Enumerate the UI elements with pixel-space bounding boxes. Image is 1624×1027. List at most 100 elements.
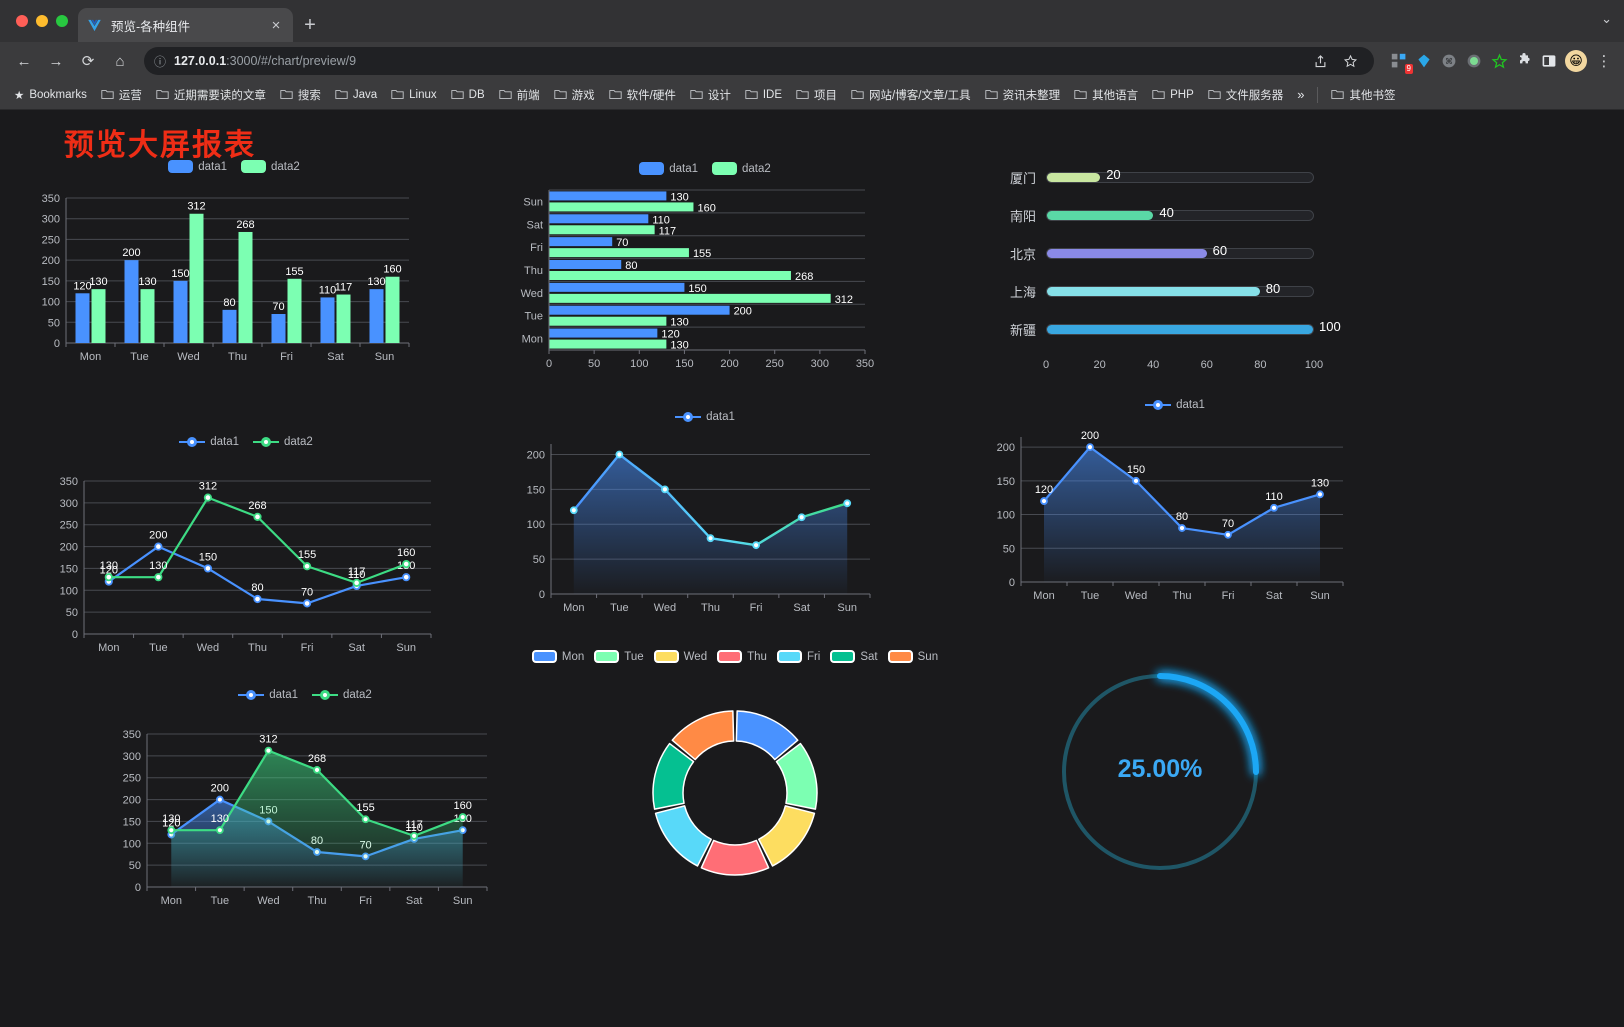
pie-slice-thu[interactable] bbox=[700, 839, 770, 876]
pie-slice-sat[interactable] bbox=[652, 742, 695, 810]
bookmarks-overflow-button[interactable]: » bbox=[1297, 87, 1305, 102]
chart-text: Fri bbox=[750, 602, 763, 614]
pie-slice-wed[interactable] bbox=[758, 805, 816, 867]
progress-track[interactable]: 60 bbox=[1046, 243, 1314, 259]
chart-text: 100 bbox=[123, 838, 141, 850]
bookmark-folder-16[interactable]: 文件服务器 bbox=[1202, 84, 1290, 106]
data-point bbox=[154, 573, 163, 582]
bookmark-folder-15[interactable]: PHP bbox=[1146, 86, 1200, 104]
bookmark-folder-9[interactable]: 设计 bbox=[684, 84, 737, 106]
legend-item-data2[interactable]: data2 bbox=[312, 688, 372, 702]
share-icon[interactable] bbox=[1306, 47, 1334, 75]
bookmark-folder-6[interactable]: 前端 bbox=[493, 84, 546, 106]
progress-track[interactable]: 40 bbox=[1046, 205, 1314, 221]
star-outline-green-icon[interactable] bbox=[1490, 52, 1508, 70]
home-button[interactable]: ⌂ bbox=[115, 52, 125, 70]
avatar[interactable]: 😀 bbox=[1565, 50, 1587, 72]
bookmark-folder-1[interactable]: 近期需要读的文章 bbox=[150, 84, 272, 106]
legend-swatch-icon bbox=[241, 160, 266, 173]
legend-item-data1[interactable]: data1 bbox=[675, 410, 735, 424]
close-tab-icon[interactable]: × bbox=[271, 16, 281, 34]
bookmark-folder-8[interactable]: 软件/硬件 bbox=[603, 84, 682, 106]
legend-item-wed[interactable]: Wed bbox=[653, 650, 707, 663]
bookmark-folder-10[interactable]: IDE bbox=[739, 86, 788, 104]
forward-button[interactable]: → bbox=[48, 52, 64, 70]
legend-item-data2[interactable]: data2 bbox=[253, 435, 313, 449]
progress-track[interactable]: 100 bbox=[1046, 319, 1341, 335]
legend-item-thu[interactable]: Thu bbox=[717, 650, 767, 663]
maximize-window-button[interactable] bbox=[56, 15, 68, 27]
command-icon[interactable]: ⌘ bbox=[1440, 52, 1458, 70]
data-point bbox=[410, 831, 419, 840]
address-bar[interactable]: ⓘ 127.0.0.1:3000/#/chart/preview/9 bbox=[144, 47, 1374, 75]
bookmark-folder-5[interactable]: DB bbox=[445, 86, 491, 104]
progress-value: 20 bbox=[1106, 166, 1121, 182]
pie-slice-mon[interactable] bbox=[735, 710, 799, 761]
divider bbox=[1317, 86, 1319, 103]
data-point bbox=[1316, 490, 1324, 499]
chart-text: 200 bbox=[734, 306, 752, 318]
pie-slice-sun[interactable] bbox=[671, 710, 735, 761]
progress-track[interactable]: 20 bbox=[1046, 167, 1314, 183]
diamond-icon[interactable] bbox=[1415, 52, 1433, 70]
sidepanel-icon[interactable] bbox=[1540, 52, 1558, 70]
chart-text: 117 bbox=[659, 225, 677, 237]
bookmark-folder-2[interactable]: 搜索 bbox=[274, 84, 327, 106]
chart-text: 200 bbox=[527, 449, 545, 461]
chart-text: 130 bbox=[149, 560, 167, 572]
progress-track[interactable]: 80 bbox=[1046, 281, 1314, 297]
chart-text: Sun bbox=[396, 642, 416, 654]
legend-item-mon[interactable]: Mon bbox=[531, 650, 584, 663]
bookmark-folder-11[interactable]: 项目 bbox=[790, 84, 843, 106]
star-icon[interactable] bbox=[1336, 47, 1364, 75]
chart-text: 80 bbox=[1254, 359, 1266, 371]
legend-item-data1[interactable]: data1 bbox=[1145, 398, 1205, 412]
bookmark-folder-14[interactable]: 其他语言 bbox=[1068, 84, 1144, 106]
legend-item-fri[interactable]: Fri bbox=[776, 650, 820, 663]
legend-item-data1[interactable]: data1 bbox=[168, 160, 227, 173]
circle-green-icon[interactable] bbox=[1465, 52, 1483, 70]
minimize-window-button[interactable] bbox=[36, 15, 48, 27]
bookmark-label: 软件/硬件 bbox=[626, 89, 676, 102]
legend-item-data1[interactable]: data1 bbox=[639, 162, 698, 175]
legend-label: data1 bbox=[669, 162, 698, 175]
progress-label: 北京 bbox=[1009, 246, 1036, 262]
legend-label: Sat bbox=[860, 650, 878, 663]
new-tab-button[interactable]: + bbox=[304, 14, 316, 36]
other-bookmarks-folder[interactable]: 其他书签 bbox=[1325, 84, 1401, 106]
legend-item-sat[interactable]: Sat bbox=[830, 650, 878, 663]
chevron-down-icon[interactable]: ⌄ bbox=[1601, 11, 1612, 26]
bookmark-folder-4[interactable]: Linux bbox=[385, 86, 443, 104]
dashboard-page: 预览大屏报表 data1 data2 0 50 100 150 200 250 300 350… bbox=[0, 110, 1624, 1027]
back-button[interactable]: ← bbox=[16, 52, 32, 70]
bookmark-folder-7[interactable]: 游戏 bbox=[548, 84, 601, 106]
progress-fill bbox=[1047, 248, 1207, 258]
bookmark-folder-0[interactable]: 运营 bbox=[95, 84, 148, 106]
legend-item-sun[interactable]: Sun bbox=[887, 650, 938, 663]
legend-item-data1[interactable]: data1 bbox=[238, 688, 298, 702]
pie-slice-tue[interactable] bbox=[775, 742, 818, 810]
bookmark-folder-12[interactable]: 网站/博客/文章/工具 bbox=[845, 84, 977, 106]
extension-grid-icon[interactable]: 9 bbox=[1390, 52, 1413, 74]
chart-text: 110 bbox=[348, 569, 366, 581]
legend-item-data1[interactable]: data1 bbox=[179, 435, 239, 449]
chart-text: 312 bbox=[835, 294, 853, 306]
bar bbox=[124, 260, 139, 343]
bar bbox=[369, 289, 384, 343]
reload-button[interactable]: ⟳ bbox=[81, 53, 95, 70]
bookmarks-root[interactable]: ★ Bookmarks bbox=[8, 85, 93, 105]
legend-item-data2[interactable]: data2 bbox=[712, 162, 771, 175]
puzzle-icon[interactable] bbox=[1515, 52, 1533, 70]
legend-item-data2[interactable]: data2 bbox=[241, 160, 300, 173]
pie-slice-fri[interactable] bbox=[654, 805, 712, 867]
chart-text: Sat bbox=[327, 351, 344, 363]
bookmark-folder-13[interactable]: 资讯未整理 bbox=[979, 84, 1067, 106]
bookmark-folder-3[interactable]: Java bbox=[329, 86, 383, 104]
legend-item-tue[interactable]: Tue bbox=[594, 650, 644, 663]
tab-title: 预览-各种组件 bbox=[111, 19, 191, 34]
browser-menu-button[interactable]: ⋮ bbox=[1596, 53, 1612, 70]
browser-tab[interactable]: 预览-各种组件 × bbox=[78, 8, 293, 42]
close-window-button[interactable] bbox=[16, 15, 28, 27]
chart-text: 150 bbox=[171, 268, 189, 280]
info-circle-icon[interactable]: ⓘ bbox=[154, 54, 167, 69]
